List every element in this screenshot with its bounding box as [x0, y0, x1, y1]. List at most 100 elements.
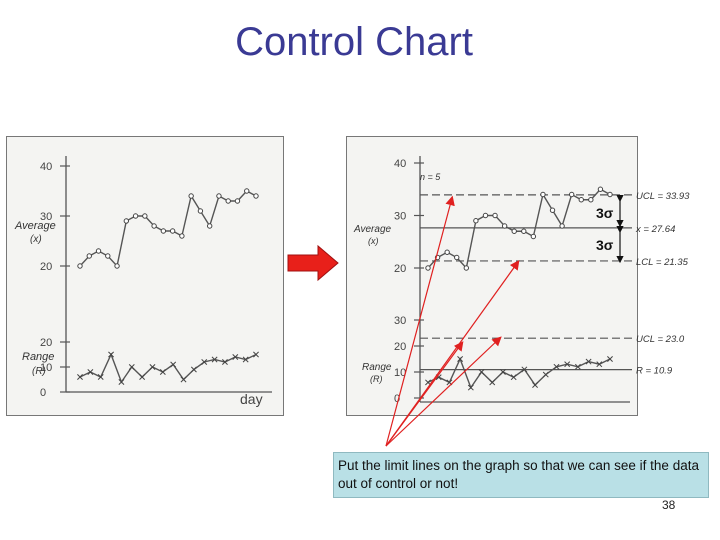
- slide-number: 38: [662, 498, 676, 512]
- left-average-point: [114, 263, 120, 269]
- left-y-tick-label: 40: [40, 161, 52, 173]
- left-average-point: [105, 253, 111, 259]
- right-range-point: [467, 384, 474, 391]
- sigma-label-upper: 3σ: [596, 205, 614, 221]
- pointer-range-ucl: [385, 341, 464, 447]
- callout-pointers: [385, 195, 520, 447]
- transition-arrow: [287, 244, 339, 282]
- sigma-label-lower: 3σ: [596, 237, 614, 253]
- left-average-point: [188, 193, 194, 199]
- right-average-point: [454, 254, 460, 261]
- left-range-point: [180, 376, 187, 383]
- left-chart: 40 30 20 20 10 0 Average (x) Range (R) day: [14, 156, 272, 407]
- right-y-tick-label: 30: [394, 315, 406, 327]
- right-average-point: [607, 191, 613, 198]
- right-range-point: [574, 363, 581, 370]
- left-average-point: [244, 188, 250, 194]
- left-average-point: [225, 198, 231, 204]
- right-average-point: [444, 249, 450, 255]
- left-average-point: [179, 233, 185, 239]
- right-ylabel-average: Average: [353, 224, 392, 235]
- left-range-point: [211, 356, 218, 363]
- right-average-point: [501, 223, 508, 229]
- left-range-point: [201, 359, 208, 365]
- right-range-point: [510, 374, 517, 381]
- right-range-line: [427, 357, 611, 390]
- right-limit-label-avg-ucl: UCL = 33.93: [636, 191, 690, 202]
- right-average-point: [530, 233, 537, 240]
- right-average-point: [568, 191, 575, 198]
- right-average-point: [425, 265, 431, 271]
- right-average-point: [492, 212, 498, 219]
- right-y-tick-label: 20: [394, 341, 406, 353]
- left-x-label: day: [240, 391, 263, 407]
- right-range-point: [489, 379, 496, 386]
- right-ylabel-range: Range: [362, 362, 392, 373]
- right-y-tick-label: 0: [394, 393, 400, 405]
- left-range-point: [253, 351, 259, 358]
- slide-title: Control Chart: [235, 20, 473, 64]
- left-range-point: [139, 374, 146, 380]
- left-range-point: [149, 364, 156, 370]
- right-average-point: [482, 212, 489, 219]
- pointer-range-center: [385, 336, 502, 447]
- right-average-point: [578, 197, 584, 203]
- right-range-point: [553, 363, 560, 370]
- right-range-point: [607, 356, 613, 362]
- left-y-tick-label: 0: [40, 387, 46, 399]
- left-range-point: [232, 354, 239, 360]
- right-average-point: [597, 186, 604, 192]
- left-ylabel-range: Range: [22, 351, 54, 363]
- callout-box: Put the limit lines on the graph so that…: [333, 452, 709, 498]
- right-y-tick-label: 40: [394, 158, 406, 170]
- left-y-tick-label: 20: [40, 261, 52, 273]
- left-average-point: [253, 193, 259, 199]
- right-range-point: [585, 358, 592, 365]
- left-average-point: [95, 248, 102, 254]
- left-range-line: [79, 352, 257, 384]
- right-limit-label-range-center: R = 10.9: [636, 366, 673, 377]
- left-range-point: [221, 359, 228, 365]
- left-average-point: [77, 263, 83, 269]
- left-range-point: [170, 361, 177, 368]
- right-ylabel-average-sub: (x): [368, 236, 379, 246]
- left-chart-panel: [6, 136, 284, 416]
- right-limit-label-avg-center: x = 27.64: [635, 224, 675, 235]
- right-n-label: n = 5: [420, 172, 441, 182]
- right-average-point: [511, 228, 517, 234]
- left-average-point: [132, 213, 139, 219]
- right-range-point: [478, 369, 485, 375]
- left-ylabel-average-sub: (x): [30, 234, 42, 245]
- left-average-point: [151, 223, 157, 229]
- right-chart: 40 30 20 30 20 10 0 n = 5 Average (x) Range (R…: [353, 156, 690, 405]
- right-y-tick-label: 20: [394, 263, 406, 275]
- right-average-point: [540, 191, 546, 198]
- right-limit-label-avg-lcl: LCL = 21.35: [636, 257, 689, 268]
- left-average-point: [169, 228, 176, 234]
- right-range-point: [542, 371, 549, 378]
- pointer-avg-ucl: [385, 195, 455, 447]
- left-ylabel-average: Average: [14, 220, 56, 232]
- left-range-point: [87, 369, 94, 375]
- left-ylabel-range-sub: (R): [32, 366, 46, 377]
- right-range-point: [521, 366, 528, 373]
- right-average-point: [588, 197, 594, 203]
- left-average-point: [206, 223, 213, 229]
- left-average-point: [234, 198, 241, 204]
- right-y-tick-label: 10: [394, 367, 406, 379]
- right-range-point: [532, 382, 539, 388]
- right-average-point: [463, 265, 470, 271]
- right-limit-label-range-ucl: UCL = 23.0: [636, 334, 685, 345]
- right-average-point: [473, 218, 479, 224]
- left-average-point: [123, 218, 130, 224]
- right-average-point: [559, 223, 565, 229]
- left-average-point: [197, 208, 204, 214]
- left-range-point: [108, 351, 115, 358]
- right-average-point: [549, 207, 556, 213]
- left-range-point: [77, 374, 83, 380]
- left-average-point: [142, 213, 148, 219]
- left-average-point: [86, 253, 92, 259]
- right-average-point: [521, 228, 527, 234]
- left-range-point: [128, 364, 135, 370]
